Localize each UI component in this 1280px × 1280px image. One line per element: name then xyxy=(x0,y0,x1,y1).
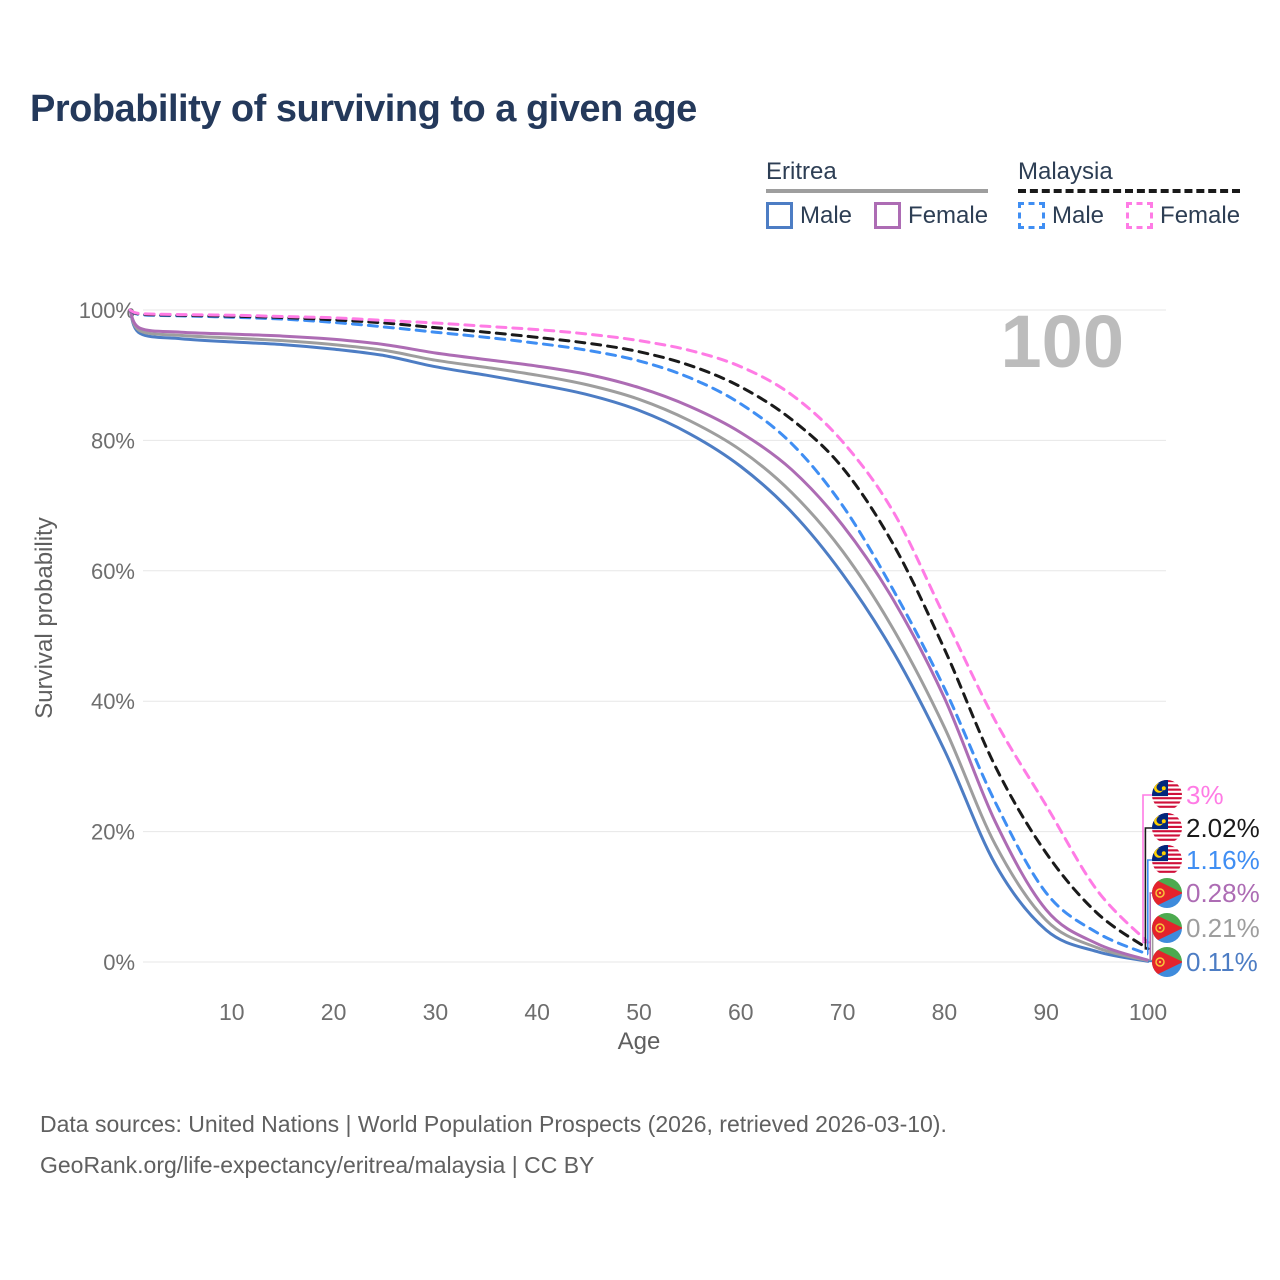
end-label-malaysia_female: 3% xyxy=(1186,780,1224,810)
eritrea-flag-icon xyxy=(1152,878,1182,908)
legend-label-eritrea-male: Male xyxy=(800,201,853,229)
x-tick-label: 40 xyxy=(524,999,550,1025)
x-axis-title: Age xyxy=(618,1028,661,1055)
end-label-eritrea_both: 0.21% xyxy=(1186,913,1260,943)
legend-group-malaysia: Malaysia Male Female xyxy=(1018,158,1241,230)
series-line-eritrea_female[interactable]: Eritrea Female xyxy=(128,308,1150,962)
y-tick-label: 100% xyxy=(79,298,135,323)
end-label-malaysia_male: 1.16% xyxy=(1186,845,1260,875)
legend-item-eritrea-female[interactable]: Female xyxy=(874,202,988,230)
eritrea-flag-icon xyxy=(1152,947,1182,977)
end-label-eritrea_female: 0.28% xyxy=(1186,878,1260,908)
y-tick-label: 0% xyxy=(103,950,135,975)
footer-data-sources: Data sources: United Nations | World Pop… xyxy=(40,1111,947,1137)
y-axis-title: Survival probability xyxy=(31,517,58,718)
legend-label-eritrea-female: Female xyxy=(908,201,989,229)
page-title: Probability of surviving to a given age xyxy=(30,88,697,130)
malaysia-flag-icon xyxy=(1152,845,1182,875)
x-tick-label: 100 xyxy=(1129,999,1167,1025)
footer-attribution: GeoRank.org/life-expectancy/eritrea/mala… xyxy=(40,1152,595,1178)
y-tick-label: 40% xyxy=(91,689,135,714)
eritrea-male-swatch-icon xyxy=(766,202,793,230)
series-line-malaysia_male[interactable]: Malaysia Male xyxy=(128,308,1150,956)
malaysia-flag-icon xyxy=(1152,780,1182,810)
legend-label-malaysia-male: Male xyxy=(1052,201,1105,229)
malaysia-line-sample xyxy=(1018,188,1241,193)
malaysia-female-swatch-icon xyxy=(1126,202,1154,230)
x-tick-label: 60 xyxy=(728,999,754,1025)
footer: Data sources: United Nations | World Pop… xyxy=(40,1104,947,1186)
series-line-malaysia_both[interactable]: Malaysia xyxy=(128,308,1150,951)
series-line-eritrea_male[interactable]: Eritrea Male xyxy=(128,308,1150,963)
age-counter-watermark: 100 xyxy=(1001,300,1124,383)
legend-item-eritrea-male[interactable]: Male xyxy=(766,202,852,230)
y-tick-label: 80% xyxy=(91,428,135,453)
x-tick-label: 50 xyxy=(626,999,652,1025)
y-tick-label: 20% xyxy=(91,820,135,845)
x-tick-label: 10 xyxy=(219,999,245,1025)
end-label-eritrea_male: 0.11% xyxy=(1186,947,1258,977)
x-tick-label: 30 xyxy=(423,999,449,1025)
legend-title-malaysia: Malaysia xyxy=(1018,158,1113,185)
survival-chart: 0% 20% 40% 60% 80% 100% 10 20 30 40 50 60 70 80 90 100 A… xyxy=(31,298,1260,1055)
series-line-eritrea_both[interactable]: Eritrea xyxy=(128,308,1150,963)
eritrea-female-swatch-icon xyxy=(874,202,902,230)
legend-item-malaysia-female[interactable]: Female xyxy=(1126,202,1240,230)
x-tick-label: 80 xyxy=(932,999,958,1025)
y-tick-label: 60% xyxy=(91,559,135,584)
legend-label-malaysia-female: Female xyxy=(1160,201,1241,229)
eritrea-flag-icon xyxy=(1152,913,1182,943)
x-tick-label: 20 xyxy=(321,999,347,1025)
x-tick-label: 70 xyxy=(830,999,856,1025)
malaysia-male-swatch-icon xyxy=(1018,202,1045,230)
legend-item-malaysia-male[interactable]: Male xyxy=(1018,202,1104,230)
end-label-malaysia_both: 2.02% xyxy=(1186,813,1260,843)
legend-title-eritrea: Eritrea xyxy=(766,158,837,185)
series-line-malaysia_female[interactable]: Malaysia Female xyxy=(128,308,1150,944)
legend-group-eritrea: Eritrea Male Female xyxy=(766,158,989,230)
eritrea-line-sample xyxy=(766,188,989,193)
malaysia-flag-icon xyxy=(1152,813,1182,843)
x-tick-label: 90 xyxy=(1033,999,1059,1025)
end-label-leader xyxy=(1144,827,1158,950)
